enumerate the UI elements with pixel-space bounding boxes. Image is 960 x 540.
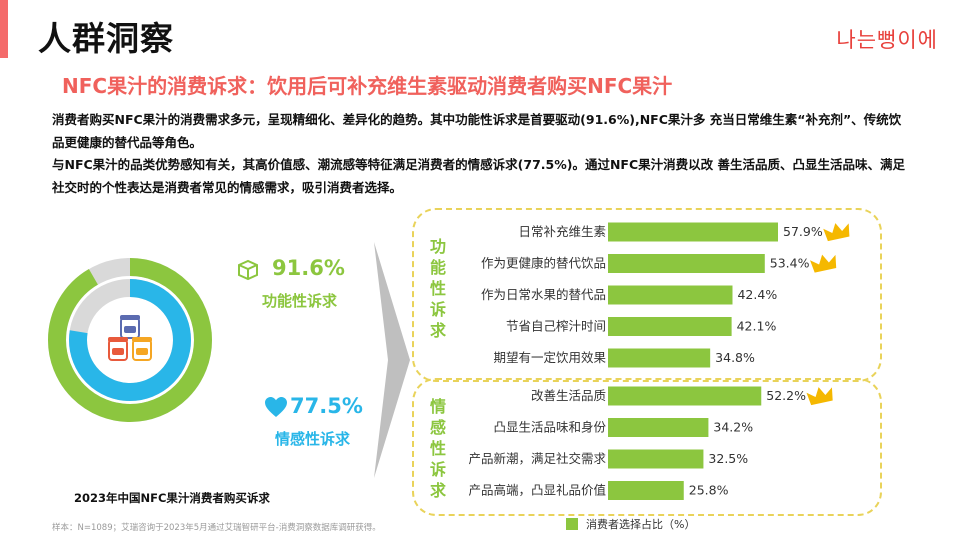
category-label: 日常补充维生素: [518, 224, 606, 239]
functional-percent: 91.6%: [272, 256, 345, 280]
category-label: 节省自己榨汁时间: [506, 319, 606, 334]
brand-logo: 나는뻥이에: [836, 28, 938, 52]
crown-icon: [806, 387, 833, 406]
juice-jar-icon: [120, 315, 140, 339]
page-title: 人群洞察: [38, 19, 174, 58]
value-label: 34.8%: [715, 350, 755, 365]
category-label: 凸显生活品味和身份: [493, 420, 606, 435]
source-note: 样本：N=1089；艾瑞咨询于2023年5月通过艾瑞智研平台-消费洞察数据库调研…: [52, 523, 381, 533]
value-label: 25.8%: [689, 483, 729, 498]
value-label: 57.9%: [783, 224, 823, 239]
bar: [608, 285, 733, 305]
slide-subtitle: NFC果汁的消费诉求：饮用后可补充维生素驱动消费者购买NFC果汁: [62, 74, 673, 98]
functional-ring: [48, 258, 212, 422]
box-icon: [238, 259, 258, 281]
value-label: 42.1%: [737, 319, 777, 334]
bar: [608, 386, 762, 406]
chevron-arrow: [374, 242, 410, 478]
legend-swatch: [566, 518, 578, 530]
bar: [608, 222, 778, 242]
functional-label: 功能性诉求: [262, 292, 338, 310]
category-label: 期望有一定饮用效果: [493, 350, 606, 365]
summary-paragraph-1: 消费者购买NFC果汁的消费需求多元，呈现精细化、差异化的趋势。其中功能性诉求是首…: [52, 112, 902, 150]
value-label: 42.4%: [737, 287, 777, 302]
category-label: 改善生活品质: [531, 388, 606, 403]
accent-bar: [0, 0, 8, 58]
category-label: 作为更健康的替代饮品: [481, 256, 606, 271]
chart-legend: 消费者选择占比（%）: [566, 516, 695, 532]
category-label: 产品新潮，满足社交需求: [468, 451, 606, 466]
legend-label: 消费者选择占比（%）: [586, 518, 696, 531]
functional-group-label: 功能性诉求: [429, 237, 446, 340]
donut-chart-title: 2023年中国NFC果汁消费者购买诉求: [74, 491, 270, 505]
bar: [608, 481, 684, 500]
category-label: 作为日常水果的替代品: [481, 287, 606, 302]
value-label: 53.4%: [770, 256, 810, 271]
heart-icon: [265, 397, 287, 417]
bar: [608, 254, 765, 273]
juice-jar-icon: [132, 337, 152, 361]
summary-paragraph-2: 与NFC果汁的品类优势感知有关，其高价值感、潮流感等特征满足消费者的情感诉求(7…: [52, 157, 905, 195]
crown-icon: [810, 254, 837, 273]
donut-svg: [48, 258, 212, 422]
emotional-percent: 77.5%: [290, 394, 363, 418]
juice-jar-icon: [108, 337, 128, 361]
bar: [608, 449, 704, 469]
crown-icon: [823, 223, 850, 242]
category-label: 产品高端，凸显礼品价值: [468, 483, 606, 498]
value-label: 34.2%: [713, 420, 753, 435]
bar: [608, 317, 732, 336]
emotional-group-frame: [412, 378, 882, 516]
emotional-ring: [69, 279, 191, 401]
donut-chart: [40, 250, 220, 430]
emotional-group-label: 情感性诉求: [429, 397, 446, 500]
bar: [608, 348, 711, 368]
bar: [608, 418, 709, 437]
emotional-label: 情感性诉求: [275, 430, 351, 448]
value-label: 32.5%: [708, 451, 748, 466]
value-label: 52.2%: [766, 388, 806, 403]
functional-group-frame: [412, 208, 882, 382]
